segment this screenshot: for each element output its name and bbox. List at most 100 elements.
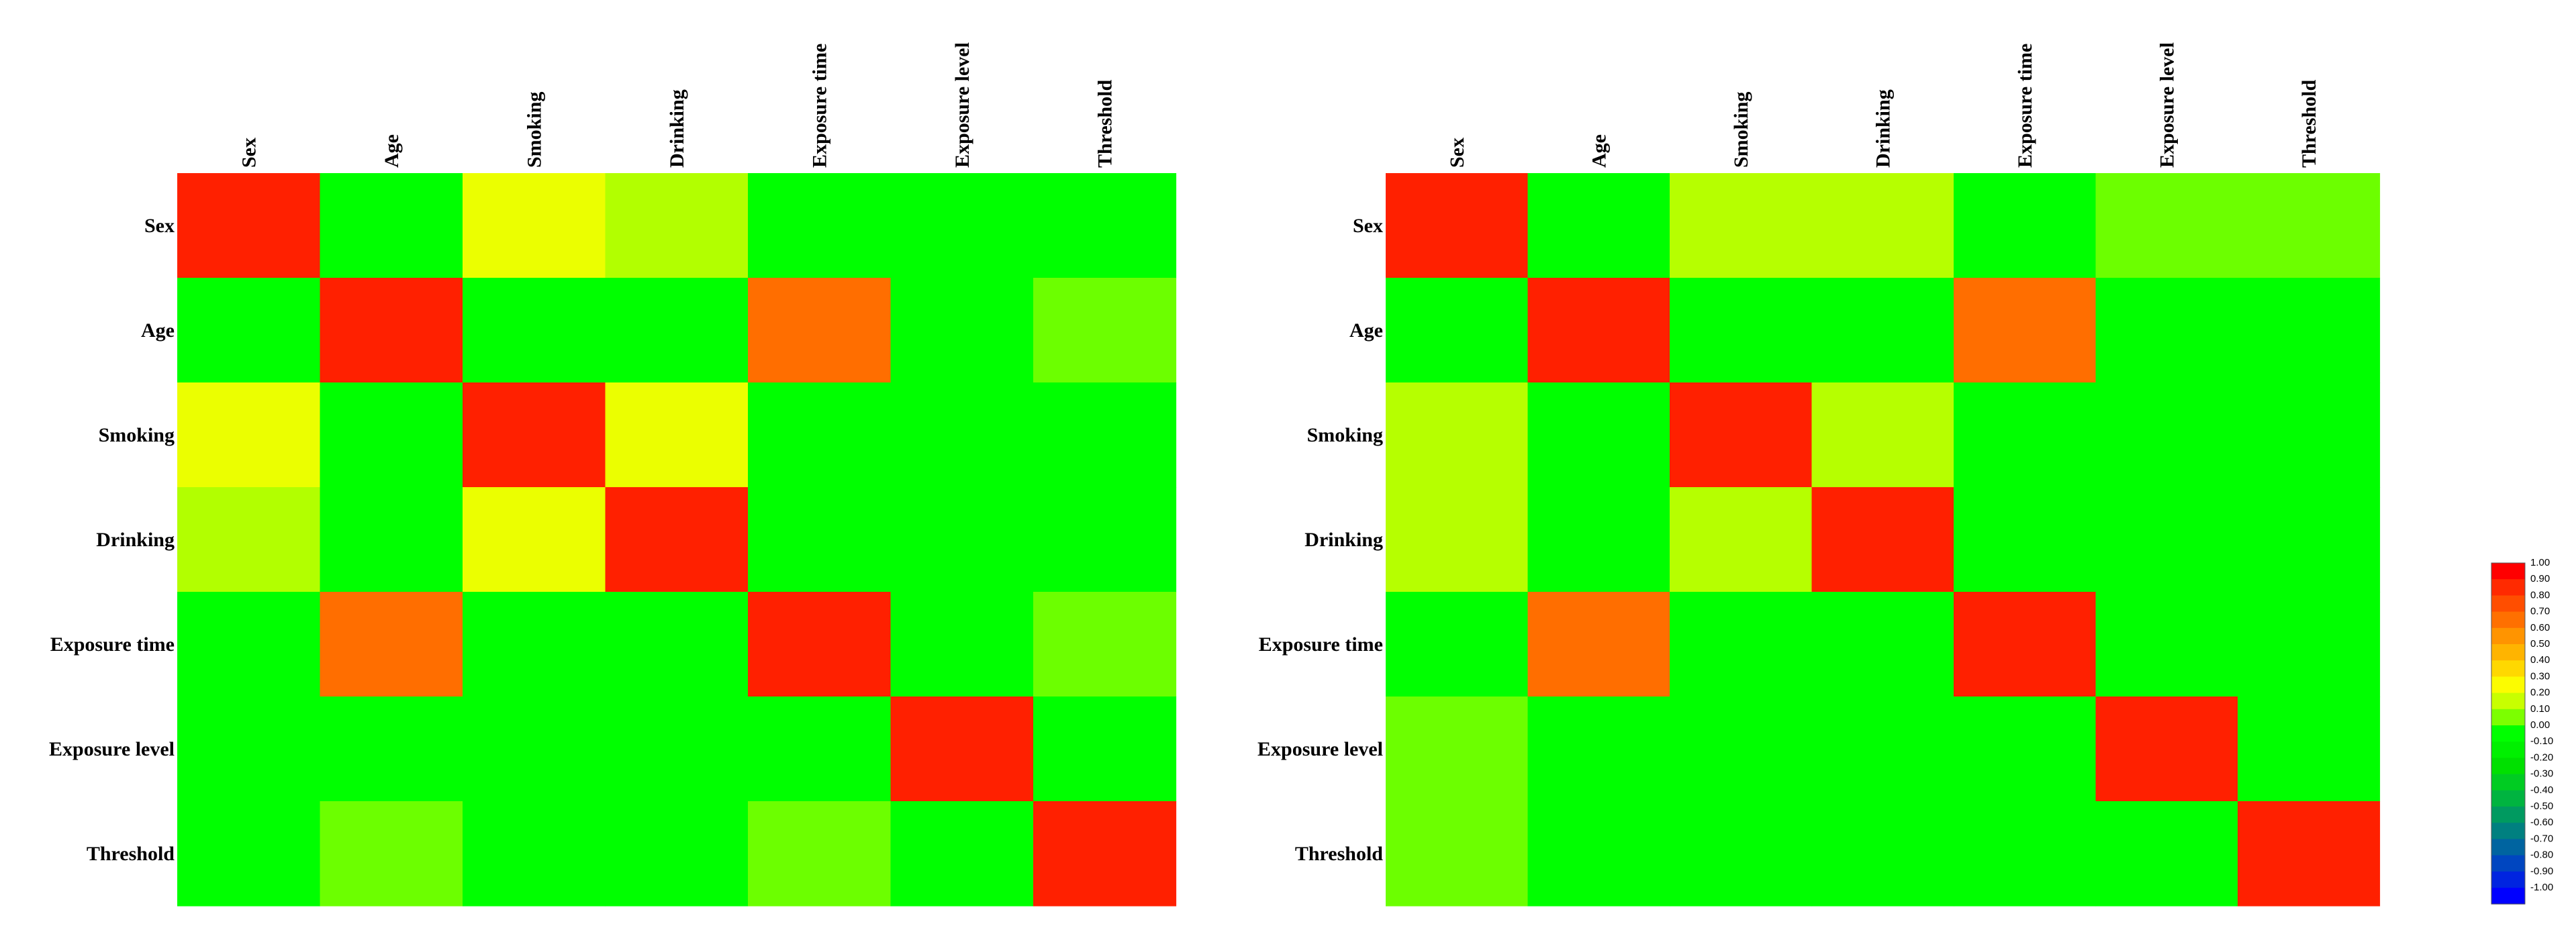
heatmap-right-col-label-smoking: Smoking [1730, 92, 1752, 168]
heatmap-right-col-label-drinking: Drinking [1872, 89, 1894, 168]
heatmap-right-col-label-sex: Sex [1446, 138, 1468, 168]
colorbar-tick--1-00: -1.00 [2530, 882, 2553, 893]
heatmap-left-cell-smoking-smoking [463, 382, 606, 488]
heatmap-right-cell-exposure-time-smoking [1670, 592, 1813, 697]
heatmap-left-col-label-drinking: Drinking [666, 89, 688, 168]
heatmap-left-cell-threshold-threshold [1033, 801, 1177, 907]
heatmap-right-cell-sex-threshold [2238, 173, 2381, 278]
heatmap-right-cell-age-exposure-level [2095, 278, 2238, 383]
colorbar-swatch--1-00 [2491, 888, 2525, 905]
heatmap-left-cell-drinking-exposure-time [748, 487, 892, 592]
colorbar-swatch-0-00 [2491, 725, 2525, 742]
heatmap-left-cell-exposure-time-smoking [463, 592, 606, 697]
colorbar-swatch--0-70 [2491, 839, 2525, 856]
heatmap-left-cell-exposure-level-age [320, 697, 463, 802]
colorbar-swatch--0-40 [2491, 790, 2525, 807]
colorbar: 1.00 0.90 0.80 0.70 0.60 0.50 0.40 0.30 0.20 0.10… [2491, 557, 2553, 905]
heatmap-right-cell-drinking-exposure-level [2095, 487, 2238, 592]
heatmap-left-cell-exposure-level-exposure-level [890, 697, 1034, 802]
heatmap-left-cell-exposure-time-drinking [605, 592, 749, 697]
heatmap-right-cell-threshold-sex [1386, 801, 1529, 907]
heatmap-right-cell-age-age [1527, 278, 1670, 383]
heatmap-right-cell-exposure-level-age [1527, 697, 1670, 802]
heatmap-left-row-label-exposure-level: Exposure level [49, 738, 175, 760]
heatmap-right-col-label-exposure-level: Exposure level [2156, 42, 2178, 168]
colorbar-tick-0-80: 0.80 [2530, 589, 2550, 601]
colorbar-tick--0-60: -0.60 [2530, 817, 2553, 828]
heatmap-left-cell-age-exposure-level [890, 278, 1034, 383]
colorbar-tick--0-20: -0.20 [2530, 752, 2553, 763]
heatmap-right-row-label-threshold: Threshold [1295, 843, 1383, 865]
heatmap-left-cell-exposure-time-exposure-level [890, 592, 1034, 697]
heatmap-right-cell-threshold-smoking [1670, 801, 1813, 907]
colorbar-swatch-0-40 [2491, 660, 2525, 677]
heatmap-right-cell-exposure-time-sex [1386, 592, 1529, 697]
heatmap-left-cell-smoking-sex [177, 382, 321, 488]
heatmap-right-row-label-sex: Sex [1353, 215, 1383, 237]
heatmap-right-cell-drinking-threshold [2238, 487, 2381, 592]
heatmap-left-cell-drinking-age [320, 487, 463, 592]
heatmap-right-cell-smoking-exposure-level [2095, 382, 2238, 488]
colorbar-swatch--0-10 [2491, 741, 2525, 758]
colorbar-swatch-0-60 [2491, 627, 2525, 645]
heatmap-right-cell-drinking-sex [1386, 487, 1529, 592]
colorbar-tick-0-60: 0.60 [2530, 622, 2550, 633]
heatmap-left-col-label-age: Age [381, 134, 403, 168]
heatmap-right-cell-exposure-time-exposure-time [1954, 592, 2097, 697]
heatmap-right-cell-exposure-time-drinking [1811, 592, 1954, 697]
heatmap-left-col-label-exposure-level: Exposure level [951, 42, 973, 168]
heatmap-right-cell-exposure-time-threshold [2238, 592, 2381, 697]
heatmap-right-col-label-age: Age [1588, 134, 1610, 168]
heatmap-left-cell-exposure-level-smoking [463, 697, 606, 802]
colorbar-tick--0-50: -0.50 [2530, 801, 2553, 812]
heatmap-right-cell-threshold-age [1527, 801, 1670, 907]
heatmap-right-cell-age-exposure-time [1954, 278, 2097, 383]
heatmap-right-cell-exposure-level-smoking [1670, 697, 1813, 802]
heatmap-left-cell-sex-smoking [463, 173, 606, 278]
heatmap-left-cell-drinking-drinking [605, 487, 749, 592]
heatmap-right-cell-exposure-level-exposure-level [2095, 697, 2238, 802]
heatmap-left-cell-exposure-time-threshold [1033, 592, 1177, 697]
colorbar-swatch--0-90 [2491, 871, 2525, 888]
heatmap-left-cell-sex-drinking [605, 173, 749, 278]
colorbar-tick-1-00: 1.00 [2530, 557, 2550, 568]
heatmap-right: Sex Age Smoking Drinking Exposure time Exposu… [1257, 42, 2381, 907]
colorbar-swatch--0-60 [2491, 823, 2525, 839]
heatmap-right-cell-smoking-exposure-time [1954, 382, 2097, 488]
heatmap-left-cell-threshold-age [320, 801, 463, 907]
heatmap-right-cell-drinking-drinking [1811, 487, 1954, 592]
heatmap-left-cell-exposure-level-threshold [1033, 697, 1177, 802]
heatmap-right-cell-threshold-threshold [2238, 801, 2381, 907]
heatmap-left-cell-threshold-smoking [463, 801, 606, 907]
heatmap-right-cell-threshold-drinking [1811, 801, 1954, 907]
heatmap-left-row-label-age: Age [141, 319, 175, 342]
heatmap-left-cell-exposure-time-sex [177, 592, 321, 697]
heatmap-left-row-label-smoking: Smoking [99, 424, 175, 446]
heatmap-left-cell-threshold-exposure-level [890, 801, 1034, 907]
heatmap-right-cell-exposure-time-exposure-level [2095, 592, 2238, 697]
heatmap-left-cell-age-age [320, 278, 463, 383]
colorbar-tick-0-30: 0.30 [2530, 670, 2550, 682]
heatmap-left-cell-threshold-exposure-time [748, 801, 892, 907]
heatmap-left-row-label-drinking: Drinking [96, 529, 175, 551]
colorbar-tick--0-80: -0.80 [2530, 849, 2553, 861]
heatmap-right-cell-sex-sex [1386, 173, 1529, 278]
colorbar-swatch--0-80 [2491, 855, 2525, 872]
heatmap-right-cell-drinking-age [1527, 487, 1670, 592]
heatmap-left-cell-age-exposure-time [748, 278, 892, 383]
heatmap-left-cell-sex-threshold [1033, 173, 1177, 278]
heatmap-left-cell-sex-exposure-time [748, 173, 892, 278]
heatmap-right-cell-age-sex [1386, 278, 1529, 383]
colorbar-tick-0-40: 0.40 [2530, 654, 2550, 666]
heatmap-left-cell-age-drinking [605, 278, 749, 383]
heatmap-right-cell-exposure-time-age [1527, 592, 1670, 697]
heatmap-left-cell-exposure-level-exposure-time [748, 697, 892, 802]
colorbar-swatch-0-10 [2491, 709, 2525, 726]
heatmap-right-cell-exposure-level-exposure-time [1954, 697, 2097, 802]
heatmap-left-row-label-threshold: Threshold [87, 843, 175, 865]
colorbar-swatch-0-50 [2491, 644, 2525, 661]
heatmap-right-row-label-exposure-level: Exposure level [1257, 738, 1383, 760]
colorbar-tick--0-40: -0.40 [2530, 784, 2553, 796]
heatmap-left-cell-age-smoking [463, 278, 606, 383]
